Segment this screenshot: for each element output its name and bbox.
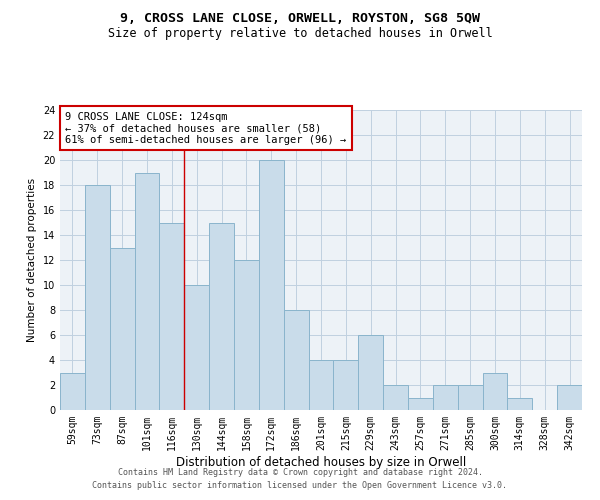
Bar bbox=[259, 160, 284, 410]
Text: 9, CROSS LANE CLOSE, ORWELL, ROYSTON, SG8 5QW: 9, CROSS LANE CLOSE, ORWELL, ROYSTON, SG… bbox=[120, 12, 480, 26]
Bar bbox=[234, 260, 259, 410]
Y-axis label: Number of detached properties: Number of detached properties bbox=[27, 178, 37, 342]
Bar bbox=[557, 385, 582, 410]
Bar bbox=[284, 310, 308, 410]
Bar bbox=[334, 360, 358, 410]
Bar bbox=[383, 385, 408, 410]
Bar bbox=[408, 398, 433, 410]
X-axis label: Distribution of detached houses by size in Orwell: Distribution of detached houses by size … bbox=[176, 456, 466, 468]
Bar bbox=[458, 385, 482, 410]
Bar bbox=[482, 372, 508, 410]
Bar bbox=[184, 285, 209, 410]
Bar bbox=[508, 398, 532, 410]
Text: Contains HM Land Registry data © Crown copyright and database right 2024.
Contai: Contains HM Land Registry data © Crown c… bbox=[92, 468, 508, 490]
Bar bbox=[308, 360, 334, 410]
Bar bbox=[358, 335, 383, 410]
Bar bbox=[134, 172, 160, 410]
Bar bbox=[160, 222, 184, 410]
Bar bbox=[85, 185, 110, 410]
Text: Size of property relative to detached houses in Orwell: Size of property relative to detached ho… bbox=[107, 28, 493, 40]
Bar bbox=[60, 372, 85, 410]
Text: 9 CROSS LANE CLOSE: 124sqm
← 37% of detached houses are smaller (58)
61% of semi: 9 CROSS LANE CLOSE: 124sqm ← 37% of deta… bbox=[65, 112, 346, 144]
Bar bbox=[433, 385, 458, 410]
Bar bbox=[209, 222, 234, 410]
Bar bbox=[110, 248, 134, 410]
